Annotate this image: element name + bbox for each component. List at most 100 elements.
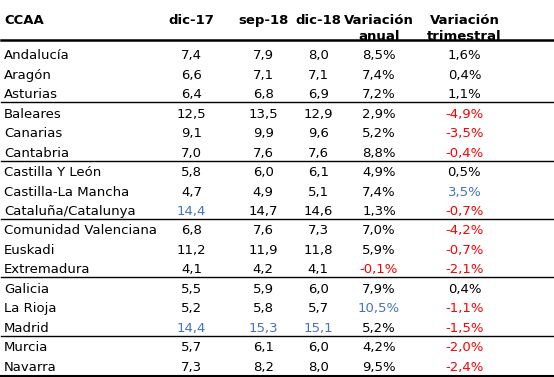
Text: 15,3: 15,3 — [248, 322, 278, 335]
Text: Euskadi: Euskadi — [4, 244, 55, 257]
Text: -2,1%: -2,1% — [445, 264, 484, 276]
Text: Asturias: Asturias — [4, 88, 58, 101]
Text: 4,2: 4,2 — [253, 264, 274, 276]
Text: 0,4%: 0,4% — [448, 69, 481, 82]
Text: 8,5%: 8,5% — [362, 49, 396, 62]
Text: 4,1: 4,1 — [181, 264, 202, 276]
Text: 7,4: 7,4 — [181, 49, 202, 62]
Text: 7,6: 7,6 — [253, 224, 274, 238]
Text: 7,2%: 7,2% — [362, 88, 396, 101]
Text: 6,9: 6,9 — [308, 88, 329, 101]
Text: 9,5%: 9,5% — [362, 361, 396, 374]
Text: Navarra: Navarra — [4, 361, 57, 374]
Text: -3,5%: -3,5% — [445, 127, 484, 140]
Text: 7,4%: 7,4% — [362, 69, 396, 82]
Text: 7,3: 7,3 — [308, 224, 329, 238]
Text: 7,0: 7,0 — [181, 147, 202, 159]
Text: 14,4: 14,4 — [177, 322, 206, 335]
Text: 12,9: 12,9 — [304, 108, 333, 121]
Text: -1,1%: -1,1% — [445, 302, 484, 315]
Text: 5,5: 5,5 — [181, 283, 202, 296]
Text: -0,7%: -0,7% — [445, 244, 484, 257]
Text: 15,1: 15,1 — [304, 322, 333, 335]
Text: 6,8: 6,8 — [253, 88, 274, 101]
Text: 3,5%: 3,5% — [448, 185, 481, 199]
Text: 4,9: 4,9 — [253, 185, 274, 199]
Text: 7,6: 7,6 — [253, 147, 274, 159]
Text: 11,2: 11,2 — [177, 244, 207, 257]
Text: 5,9%: 5,9% — [362, 244, 396, 257]
Text: 5,8: 5,8 — [253, 302, 274, 315]
Text: 5,2: 5,2 — [181, 302, 202, 315]
Text: 13,5: 13,5 — [248, 108, 278, 121]
Text: 6,0: 6,0 — [253, 166, 274, 179]
Text: 5,2%: 5,2% — [362, 322, 396, 335]
Text: 2,9%: 2,9% — [362, 108, 396, 121]
Text: La Rioja: La Rioja — [4, 302, 57, 315]
Text: -4,9%: -4,9% — [445, 108, 484, 121]
Text: 9,9: 9,9 — [253, 127, 274, 140]
Text: 14,7: 14,7 — [249, 205, 278, 218]
Text: 4,9%: 4,9% — [362, 166, 396, 179]
Text: 7,4%: 7,4% — [362, 185, 396, 199]
Text: 5,8: 5,8 — [181, 166, 202, 179]
Text: 5,7: 5,7 — [181, 341, 202, 354]
Text: 8,0: 8,0 — [308, 49, 329, 62]
Text: 1,1%: 1,1% — [448, 88, 481, 101]
Text: -2,0%: -2,0% — [445, 341, 484, 354]
Text: 7,3: 7,3 — [181, 361, 202, 374]
Text: dic-18: dic-18 — [295, 14, 341, 28]
Text: Murcia: Murcia — [4, 341, 49, 354]
Text: Comunidad Valenciana: Comunidad Valenciana — [4, 224, 157, 238]
Text: -1,5%: -1,5% — [445, 322, 484, 335]
Text: 7,9: 7,9 — [253, 49, 274, 62]
Text: -2,4%: -2,4% — [445, 361, 484, 374]
Text: 14,4: 14,4 — [177, 205, 206, 218]
Text: 8,2: 8,2 — [253, 361, 274, 374]
Text: 5,7: 5,7 — [308, 302, 329, 315]
Text: dic-17: dic-17 — [168, 14, 214, 28]
Text: CCAA: CCAA — [4, 14, 44, 28]
Text: 8,0: 8,0 — [308, 361, 329, 374]
Text: Castilla-La Mancha: Castilla-La Mancha — [4, 185, 130, 199]
Text: Galicia: Galicia — [4, 283, 49, 296]
Text: Cataluña/Catalunya: Cataluña/Catalunya — [4, 205, 136, 218]
Text: 5,2%: 5,2% — [362, 127, 396, 140]
Text: 4,2%: 4,2% — [362, 341, 396, 354]
Text: 11,9: 11,9 — [249, 244, 278, 257]
Text: 4,7: 4,7 — [181, 185, 202, 199]
Text: 6,1: 6,1 — [308, 166, 329, 179]
Text: 5,9: 5,9 — [253, 283, 274, 296]
Text: Madrid: Madrid — [4, 322, 50, 335]
Text: Variación
trimestral: Variación trimestral — [427, 14, 502, 43]
Text: 8,8%: 8,8% — [362, 147, 396, 159]
Text: 12,5: 12,5 — [177, 108, 207, 121]
Text: 6,8: 6,8 — [181, 224, 202, 238]
Text: 9,6: 9,6 — [308, 127, 329, 140]
Text: Aragón: Aragón — [4, 69, 52, 82]
Text: 7,1: 7,1 — [253, 69, 274, 82]
Text: 6,4: 6,4 — [181, 88, 202, 101]
Text: 7,9%: 7,9% — [362, 283, 396, 296]
Text: -0,4%: -0,4% — [445, 147, 484, 159]
Text: Cantabria: Cantabria — [4, 147, 69, 159]
Text: 4,1: 4,1 — [308, 264, 329, 276]
Text: 9,1: 9,1 — [181, 127, 202, 140]
Text: 7,6: 7,6 — [308, 147, 329, 159]
Text: 5,1: 5,1 — [308, 185, 329, 199]
Text: 6,6: 6,6 — [181, 69, 202, 82]
Text: Extremadura: Extremadura — [4, 264, 91, 276]
Text: 0,5%: 0,5% — [448, 166, 481, 179]
Text: 0,4%: 0,4% — [448, 283, 481, 296]
Text: -4,2%: -4,2% — [445, 224, 484, 238]
Text: 11,8: 11,8 — [304, 244, 333, 257]
Text: 7,0%: 7,0% — [362, 224, 396, 238]
Text: Canarias: Canarias — [4, 127, 63, 140]
Text: -0,7%: -0,7% — [445, 205, 484, 218]
Text: 1,6%: 1,6% — [448, 49, 481, 62]
Text: Castilla Y León: Castilla Y León — [4, 166, 101, 179]
Text: 6,1: 6,1 — [253, 341, 274, 354]
Text: 7,1: 7,1 — [308, 69, 329, 82]
Text: -0,1%: -0,1% — [360, 264, 398, 276]
Text: 1,3%: 1,3% — [362, 205, 396, 218]
